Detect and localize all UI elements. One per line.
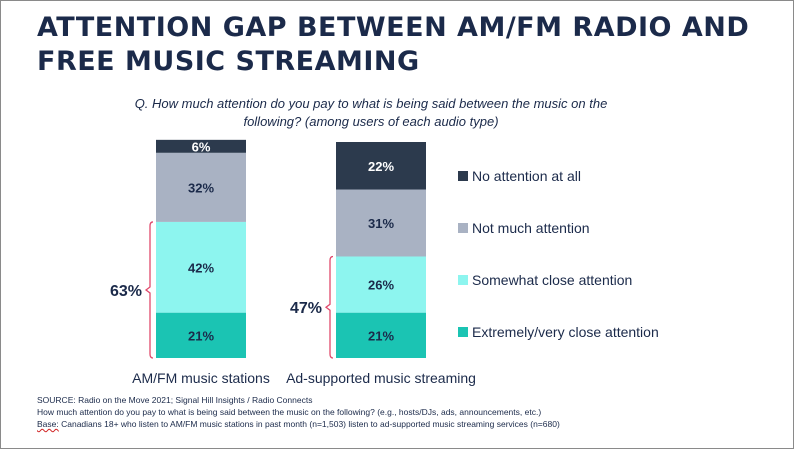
legend-swatch (458, 171, 468, 181)
base-label: Base: (37, 419, 59, 429)
category-label: AM/FM music stations (132, 370, 270, 386)
bar-am-fm-music-stations-extremely-very-close-attention (156, 312, 246, 358)
data-label: 22% (368, 159, 394, 174)
data-label: 31% (368, 216, 394, 231)
source-line: SOURCE: Radio on the Move 2021; Signal H… (37, 395, 313, 405)
survey-question: Q. How much attention do you pay to what… (134, 96, 608, 129)
legend-item: Not much attention (472, 220, 590, 236)
data-label: 26% (368, 278, 394, 293)
bar-ad-supported-music-streaming-somewhat-close-attention (336, 256, 426, 313)
bar-am-fm-music-stations-somewhat-close-attention (156, 221, 246, 313)
bar-ad-supported-music-streaming-no-attention-at-all (336, 142, 426, 190)
data-label: 21% (188, 328, 214, 343)
bar-am-fm-music-stations-no-attention-at-all (156, 139, 246, 153)
bracket (144, 221, 154, 359)
category-label: Ad-supported music streaming (286, 370, 476, 386)
bar-am-fm-music-stations-not-much-attention (156, 152, 246, 222)
legend-swatch (458, 275, 468, 285)
data-label: 21% (368, 328, 394, 343)
bar-ad-supported-music-streaming-not-much-attention (336, 189, 426, 257)
data-label: 6% (192, 139, 211, 154)
bracket-label: 63% (110, 283, 142, 300)
legend-swatch (458, 327, 468, 337)
question-note: How much attention do you pay to what is… (37, 407, 542, 417)
data-label: 42% (188, 260, 214, 275)
base-note: Base: Canadians 18+ who listen to AM/FM … (37, 418, 777, 430)
bar-ad-supported-music-streaming-extremely-very-close-attention (336, 312, 426, 358)
base-text: Canadians 18+ who listen to AM/FM music … (58, 419, 560, 429)
legend-item: No attention at all (472, 168, 581, 184)
bracket-label: 47% (290, 300, 322, 317)
bracket (324, 255, 334, 359)
data-label: 32% (188, 180, 214, 195)
page-title: ATTENTION GAP BETWEEN AM/FM RADIO AND FR… (37, 12, 750, 77)
legend-item: Somewhat close attention (472, 272, 632, 288)
source-notes: SOURCE: Radio on the Move 2021; Signal H… (37, 394, 777, 430)
legend-swatch (458, 223, 468, 233)
legend-item: Extremely/very close attention (472, 324, 659, 340)
